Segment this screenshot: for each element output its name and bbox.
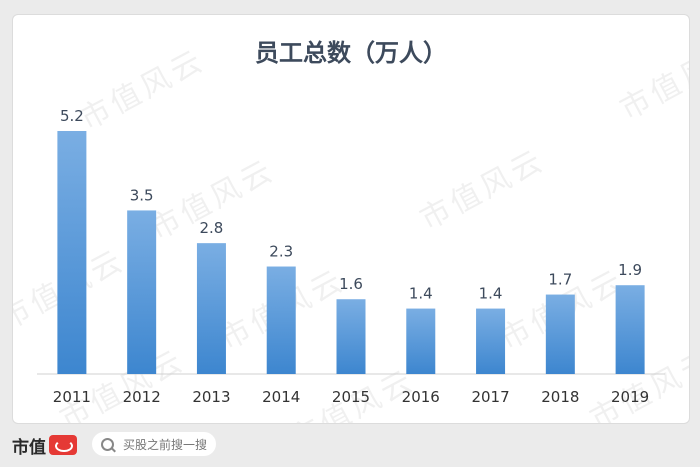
bar-2016: [406, 308, 436, 374]
data-label-2011: 5.2: [60, 107, 84, 125]
x-tick-2018: 2018: [541, 388, 579, 406]
bar-2014: [266, 266, 296, 374]
x-tick-2013: 2013: [192, 388, 230, 406]
x-tick-2012: 2012: [123, 388, 161, 406]
search-icon: [101, 437, 114, 451]
x-tick-2016: 2016: [402, 388, 440, 406]
brand-text: 市值: [12, 437, 46, 458]
bar-2019: [615, 285, 645, 374]
brand-logo[interactable]: 市值: [12, 432, 77, 458]
brand-mark-icon: [49, 435, 77, 455]
search-box[interactable]: 买股之前搜一搜: [92, 432, 216, 456]
data-label-2018: 1.7: [548, 271, 572, 289]
footer: 市值 买股之前搜一搜: [0, 424, 700, 467]
data-label-2013: 2.8: [200, 219, 224, 237]
chart-title: 员工总数（万人）: [255, 39, 447, 67]
search-placeholder: 买股之前搜一搜: [123, 437, 208, 452]
bar-2017: [476, 308, 506, 374]
x-tick-2019: 2019: [611, 388, 649, 406]
data-label-2014: 2.3: [269, 243, 293, 261]
x-tick-2017: 2017: [471, 388, 509, 406]
data-label-2017: 1.4: [479, 285, 503, 303]
x-tick-2015: 2015: [332, 388, 370, 406]
bar-2018: [545, 294, 575, 374]
bar-2013: [196, 243, 226, 374]
bar-chart: 员工总数（万人） 5.2 2011 3.5 2012 2.8 2013 2.3 2014 1.6…: [37, 39, 665, 406]
bar-2012: [127, 210, 157, 374]
chart-card: 市值风云 市值风云 市值风云 市值风云 市值风云 市值风云 市值风云 市值风云 …: [12, 14, 690, 424]
bar-2011: [57, 131, 87, 374]
data-label-2019: 1.9: [618, 261, 642, 279]
data-label-2016: 1.4: [409, 285, 433, 303]
x-tick-2011: 2011: [53, 388, 91, 406]
x-tick-2014: 2014: [262, 388, 300, 406]
bar-2015: [336, 299, 366, 374]
data-label-2015: 1.6: [339, 275, 363, 293]
data-label-2012: 3.5: [130, 186, 154, 204]
